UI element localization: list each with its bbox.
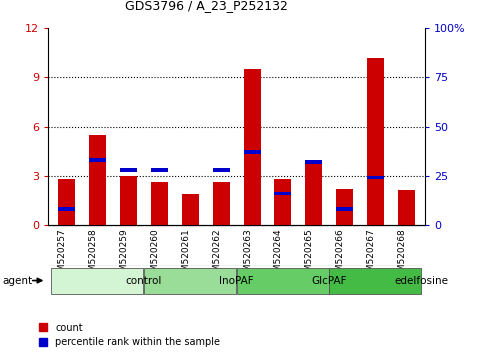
Bar	[336, 207, 353, 211]
Bar	[151, 168, 168, 172]
Bar	[367, 58, 384, 225]
Text: InoPAF: InoPAF	[219, 276, 254, 286]
Bar	[151, 182, 168, 225]
Bar	[89, 135, 106, 225]
Bar	[89, 158, 106, 162]
Text: GSM520258: GSM520258	[89, 228, 98, 283]
Text: GSM520264: GSM520264	[274, 228, 283, 283]
Bar	[120, 176, 137, 225]
Text: GDS3796 / A_23_P252132: GDS3796 / A_23_P252132	[125, 0, 288, 12]
Text: agent: agent	[2, 275, 32, 286]
Bar	[120, 168, 137, 172]
Text: GSM520268: GSM520268	[398, 228, 407, 283]
Bar	[213, 168, 230, 172]
Text: control: control	[126, 276, 162, 286]
Bar	[336, 189, 353, 225]
Text: GSM520257: GSM520257	[58, 228, 67, 283]
Text: GSM520261: GSM520261	[181, 228, 190, 283]
Bar	[213, 182, 230, 225]
Bar	[274, 179, 291, 225]
Bar	[58, 207, 75, 211]
Text: GSM520265: GSM520265	[305, 228, 314, 283]
Bar	[182, 194, 199, 225]
Text: GSM520267: GSM520267	[367, 228, 376, 283]
Text: edelfosine: edelfosine	[395, 276, 449, 286]
Text: GSM520266: GSM520266	[336, 228, 345, 283]
Text: GlcPAF: GlcPAF	[311, 276, 347, 286]
Bar	[305, 160, 322, 164]
Bar	[243, 69, 261, 225]
Bar	[367, 176, 384, 179]
Text: GSM520262: GSM520262	[212, 228, 221, 283]
Bar	[51, 268, 143, 294]
Bar	[305, 161, 322, 225]
Legend: count, percentile rank within the sample: count, percentile rank within the sample	[39, 322, 220, 347]
Bar	[398, 190, 415, 225]
Text: GSM520260: GSM520260	[151, 228, 159, 283]
Bar	[329, 268, 421, 294]
Bar	[243, 150, 261, 154]
Bar	[274, 192, 291, 195]
Bar	[58, 179, 75, 225]
Text: GSM520259: GSM520259	[120, 228, 128, 283]
Text: GSM520263: GSM520263	[243, 228, 252, 283]
Bar	[237, 268, 329, 294]
Bar	[144, 268, 236, 294]
